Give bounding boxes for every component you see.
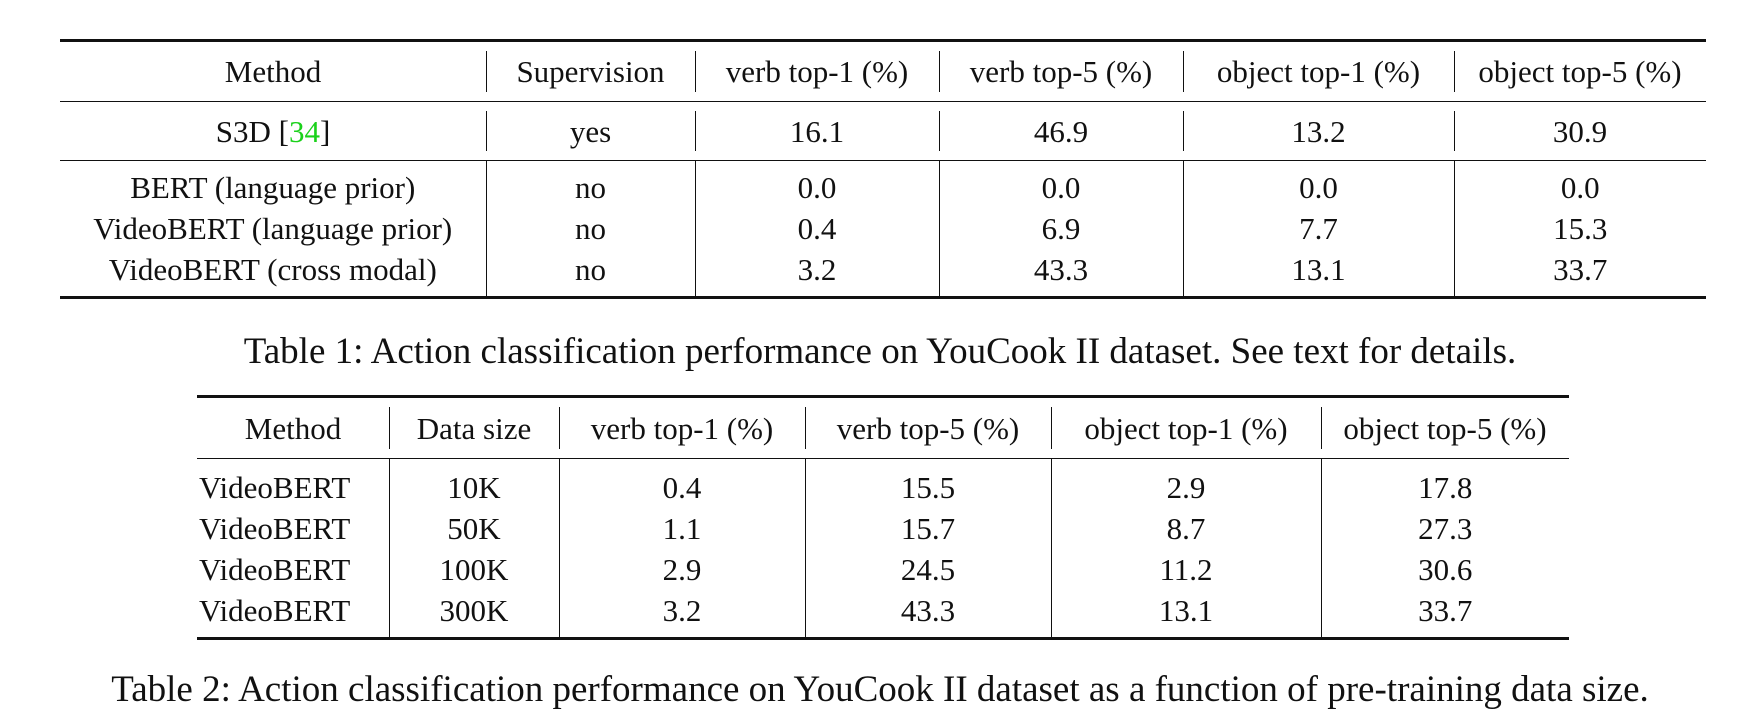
table-cell: 7.7 xyxy=(1182,208,1454,249)
table-1-caption: Table 1: Action classification performan… xyxy=(243,331,1517,372)
table-cell: 6.9 xyxy=(938,208,1183,249)
table-cell: 17.8 xyxy=(1320,458,1569,508)
table-cell: 0.4 xyxy=(558,458,805,508)
method-cell: VideoBERT xyxy=(197,590,389,640)
table-cell: 0.0 xyxy=(938,160,1183,208)
table-1-header-cell: Method xyxy=(60,39,486,102)
table-1-header-cell: object top-5 (%) xyxy=(1454,39,1706,102)
table-cell: 30.9 xyxy=(1454,101,1706,161)
table-cell: 33.7 xyxy=(1320,590,1569,640)
table-1-header-cell: Supervision xyxy=(486,39,695,102)
table-cell: 0.4 xyxy=(694,208,939,249)
table-cell: 15.7 xyxy=(804,508,1051,549)
table-1-header-cell: object top-1 (%) xyxy=(1183,39,1454,102)
table-2-header-cell: Data size xyxy=(389,395,559,459)
table-cell: 0.0 xyxy=(1182,160,1454,208)
table-2-header-cell: object top-1 (%) xyxy=(1051,395,1321,459)
table-cell: 2.9 xyxy=(1050,458,1321,508)
table-cell: 10K xyxy=(388,458,559,508)
table-2-header-cell: verb top-5 (%) xyxy=(805,395,1051,459)
table-cell: 50K xyxy=(388,508,559,549)
table-cell: 27.3 xyxy=(1320,508,1569,549)
table-cell: 11.2 xyxy=(1050,549,1321,590)
table-cell: 2.9 xyxy=(558,549,805,590)
table-cell: 13.1 xyxy=(1050,590,1321,640)
table-row: VideoBERT 50K 1.1 15.7 8.7 27.3 xyxy=(197,508,1569,549)
method-cell: VideoBERT (cross modal) xyxy=(60,249,486,299)
table-cell: 13.1 xyxy=(1182,249,1454,299)
table-2-caption: Table 2: Action classification performan… xyxy=(111,669,1649,710)
table-cell: 3.2 xyxy=(694,249,939,299)
table-cell: yes xyxy=(486,101,695,161)
table-2-header-cell: Method xyxy=(197,395,389,459)
table-row: VideoBERT (cross modal) no 3.2 43.3 13.1… xyxy=(60,249,1706,299)
table-cell: 15.5 xyxy=(804,458,1051,508)
table-cell: no xyxy=(485,208,695,249)
table-cell: 300K xyxy=(388,590,559,640)
table-2-header-row: Method Data size verb top-1 (%) verb top… xyxy=(197,395,1569,459)
method-cell: S3D [34] xyxy=(60,101,486,161)
method-cell: BERT (language prior) xyxy=(130,170,416,205)
table-2: Method Data size verb top-1 (%) verb top… xyxy=(197,395,1569,640)
table-1-header-cell: verb top-5 (%) xyxy=(939,39,1183,102)
table-row: VideoBERT (language prior) no 0.4 6.9 7.… xyxy=(60,208,1706,249)
table-cell: 24.5 xyxy=(804,549,1051,590)
method-text-close: ] xyxy=(319,113,331,149)
table-row: S3D [34] yes 16.1 46.9 13.2 30.9 xyxy=(60,101,1706,161)
table-cell: 0.0 xyxy=(694,160,939,208)
table-cell: 33.7 xyxy=(1453,249,1706,299)
table-row: VideoBERT 300K 3.2 43.3 13.1 33.7 xyxy=(197,590,1569,640)
table-cell: 1.1 xyxy=(558,508,805,549)
table-cell: 0.0 xyxy=(1453,160,1706,208)
table-cell: 43.3 xyxy=(938,249,1183,299)
table-1: Method Supervision verb top-1 (%) verb t… xyxy=(60,39,1706,299)
method-cell: VideoBERT xyxy=(199,470,351,505)
method-cell: VideoBERT xyxy=(199,552,351,587)
table-row: BERT (language prior) no 0.0 0.0 0.0 0.0 xyxy=(60,160,1706,208)
table-1-header-row: Method Supervision verb top-1 (%) verb t… xyxy=(60,39,1706,102)
table-1-header-cell: verb top-1 (%) xyxy=(695,39,939,102)
table-2-header-cell: object top-5 (%) xyxy=(1321,395,1569,459)
method-cell: VideoBERT xyxy=(199,511,351,546)
table-cell: 3.2 xyxy=(558,590,805,640)
table-cell: 46.9 xyxy=(939,101,1183,161)
table-cell: no xyxy=(485,160,695,208)
table-cell: 100K xyxy=(388,549,559,590)
table-2-header-cell: verb top-1 (%) xyxy=(559,395,805,459)
table-cell: 30.6 xyxy=(1320,549,1569,590)
table-cell: 43.3 xyxy=(804,590,1051,640)
table-cell: no xyxy=(485,249,695,299)
table-row: VideoBERT 100K 2.9 24.5 11.2 30.6 xyxy=(197,549,1569,590)
citation-link[interactable]: 34 xyxy=(288,113,320,149)
table-cell: 8.7 xyxy=(1050,508,1321,549)
table-cell: 13.2 xyxy=(1183,101,1454,161)
method-text: S3D [ xyxy=(215,113,289,149)
table-cell: 16.1 xyxy=(695,101,939,161)
table-row: VideoBERT 10K 0.4 15.5 2.9 17.8 xyxy=(197,458,1569,508)
table-cell: 15.3 xyxy=(1453,208,1706,249)
method-cell: VideoBERT (language prior) xyxy=(93,211,453,246)
